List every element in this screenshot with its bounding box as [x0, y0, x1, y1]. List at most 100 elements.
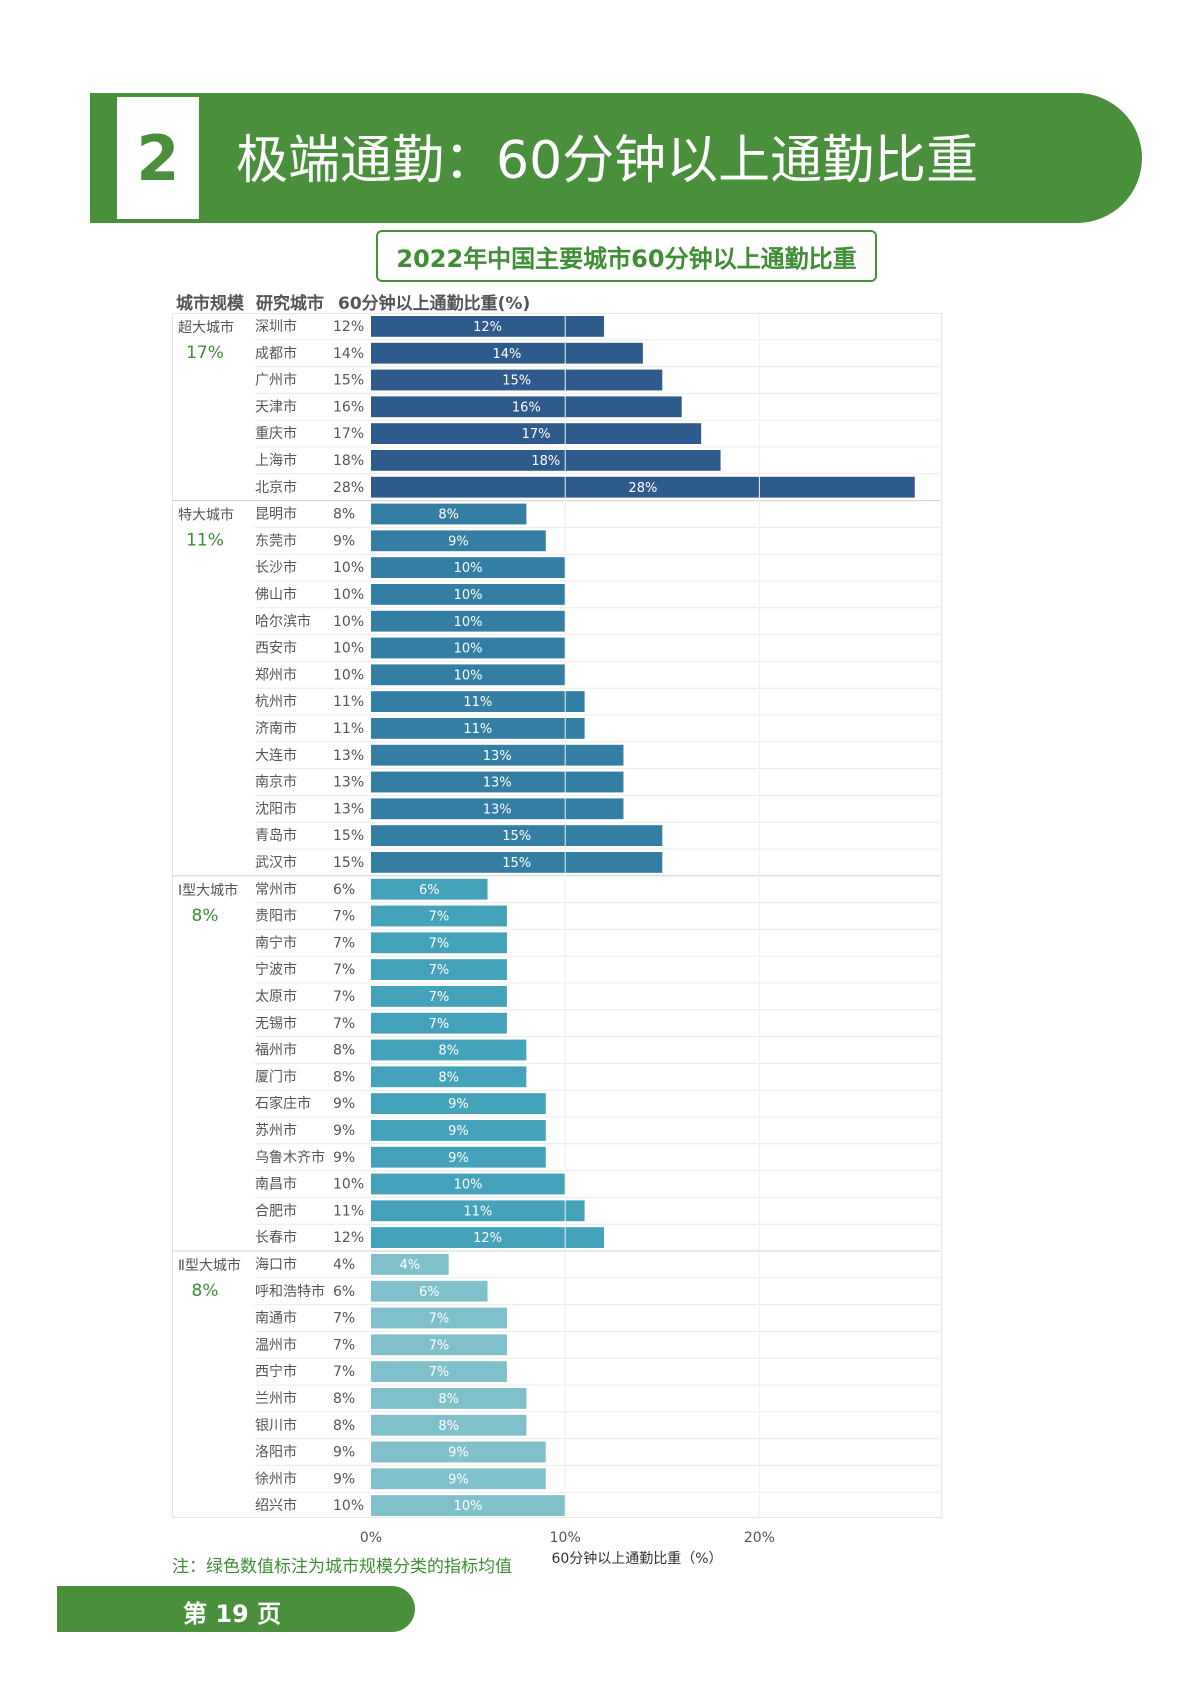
city-label: 大连市 [255, 747, 297, 764]
section-title: 极端通勤：60分钟以上通勤比重 [236, 131, 979, 191]
bar-data-label: 7% [429, 1017, 450, 1032]
bar [371, 530, 546, 552]
bar-data-label: 8% [438, 1070, 459, 1085]
bar-data-label: 7% [429, 990, 450, 1005]
value-label: 12% [333, 1230, 364, 1246]
bar [371, 503, 527, 525]
city-label: 济南市 [255, 720, 297, 737]
group-label: Ⅰ型大城市 [178, 882, 238, 899]
bar [371, 691, 585, 712]
city-label: 西安市 [255, 640, 297, 657]
city-label: 成都市 [255, 345, 297, 362]
footer-band [57, 1586, 415, 1632]
value-label: 15% [333, 855, 364, 871]
x-tick-label: 10% [550, 1530, 581, 1546]
x-tick-label: 20% [744, 1530, 775, 1546]
bar-data-label: 28% [628, 481, 657, 496]
value-label: 9% [333, 1096, 355, 1112]
value-label: 10% [333, 614, 364, 630]
value-label: 13% [333, 801, 364, 817]
city-label: 乌鲁木齐市 [255, 1149, 325, 1166]
bar [371, 1280, 488, 1302]
value-label: 8% [333, 1418, 355, 1434]
city-label: 东莞市 [255, 532, 297, 549]
bar [371, 637, 566, 659]
city-label: 深圳市 [255, 318, 297, 335]
bar-data-label: 13% [483, 776, 512, 791]
value-label: 9% [333, 533, 355, 549]
city-label: 重庆市 [255, 425, 297, 442]
city-label: 宁波市 [255, 961, 297, 978]
city-label: 兰州市 [255, 1390, 297, 1407]
value-label: 7% [333, 1016, 355, 1032]
bar [371, 1334, 507, 1356]
bar-data-label: 7% [429, 963, 450, 978]
col-header-value: 60分钟以上通勤比重(%) [338, 294, 531, 314]
city-label: 天津市 [255, 398, 297, 415]
bar-data-label: 15% [502, 829, 531, 844]
city-label: 厦门市 [255, 1068, 297, 1085]
bar [371, 610, 566, 632]
bar-data-label: 7% [429, 1338, 450, 1353]
group-label: 特大城市 [178, 507, 234, 524]
bar-data-label: 13% [483, 749, 512, 764]
city-label: 太原市 [255, 988, 297, 1005]
bar [371, 1066, 527, 1088]
bar-data-label: 11% [463, 695, 492, 710]
value-label: 7% [333, 1364, 355, 1380]
bar [371, 798, 624, 820]
value-label: 15% [333, 373, 364, 389]
bar [371, 664, 566, 686]
bar-data-label: 10% [454, 615, 483, 630]
bar-data-label: 18% [531, 454, 560, 469]
bar [371, 1200, 585, 1222]
x-axis-title: 60分钟以上通勤比重（%） [551, 1550, 722, 1567]
value-label: 16% [333, 399, 364, 415]
bar [371, 959, 507, 980]
value-label: 10% [333, 560, 364, 576]
bar [371, 744, 624, 766]
city-label: 南宁市 [255, 934, 297, 951]
value-label: 7% [333, 935, 355, 951]
value-label: 10% [333, 1498, 364, 1514]
city-label: 福州市 [255, 1042, 297, 1059]
bar-data-label: 9% [448, 1097, 469, 1112]
value-label: 7% [333, 1337, 355, 1353]
value-label: 9% [333, 1471, 355, 1487]
city-label: 沈阳市 [255, 800, 297, 817]
city-label: 西宁市 [255, 1363, 297, 1380]
value-label: 12% [333, 319, 364, 335]
bar [371, 1012, 507, 1034]
value-label: 7% [333, 1311, 355, 1327]
city-label: 海口市 [255, 1256, 297, 1273]
city-label: 郑州市 [255, 666, 297, 683]
city-label: 苏州市 [255, 1122, 297, 1139]
bar [371, 476, 915, 498]
city-label: 银川市 [255, 1417, 297, 1434]
footnote: 注：绿色数值标注为城市规模分类的指标均值 [172, 1557, 512, 1577]
city-label: 南通市 [255, 1310, 297, 1327]
group-average: 8% [192, 906, 219, 926]
value-label: 10% [333, 641, 364, 657]
group-average: 8% [192, 1281, 219, 1301]
bar-data-label: 8% [438, 508, 459, 523]
bar [371, 986, 507, 1007]
group-average: 17% [186, 343, 224, 363]
bar-data-label: 17% [522, 427, 551, 442]
group-label: 超大城市 [178, 319, 234, 336]
bar [371, 369, 663, 391]
bar-data-label: 11% [463, 1204, 492, 1219]
value-label: 4% [333, 1257, 355, 1273]
bar [371, 852, 663, 873]
bar [371, 1173, 566, 1195]
bar [371, 1495, 566, 1516]
bar [371, 396, 682, 418]
value-label: 9% [333, 1150, 355, 1166]
value-label: 7% [333, 909, 355, 925]
city-label: 南京市 [255, 774, 297, 791]
value-label: 8% [333, 1391, 355, 1407]
bar-data-label: 10% [454, 1178, 483, 1193]
city-label: 长春市 [255, 1229, 297, 1246]
bar [371, 1146, 546, 1168]
